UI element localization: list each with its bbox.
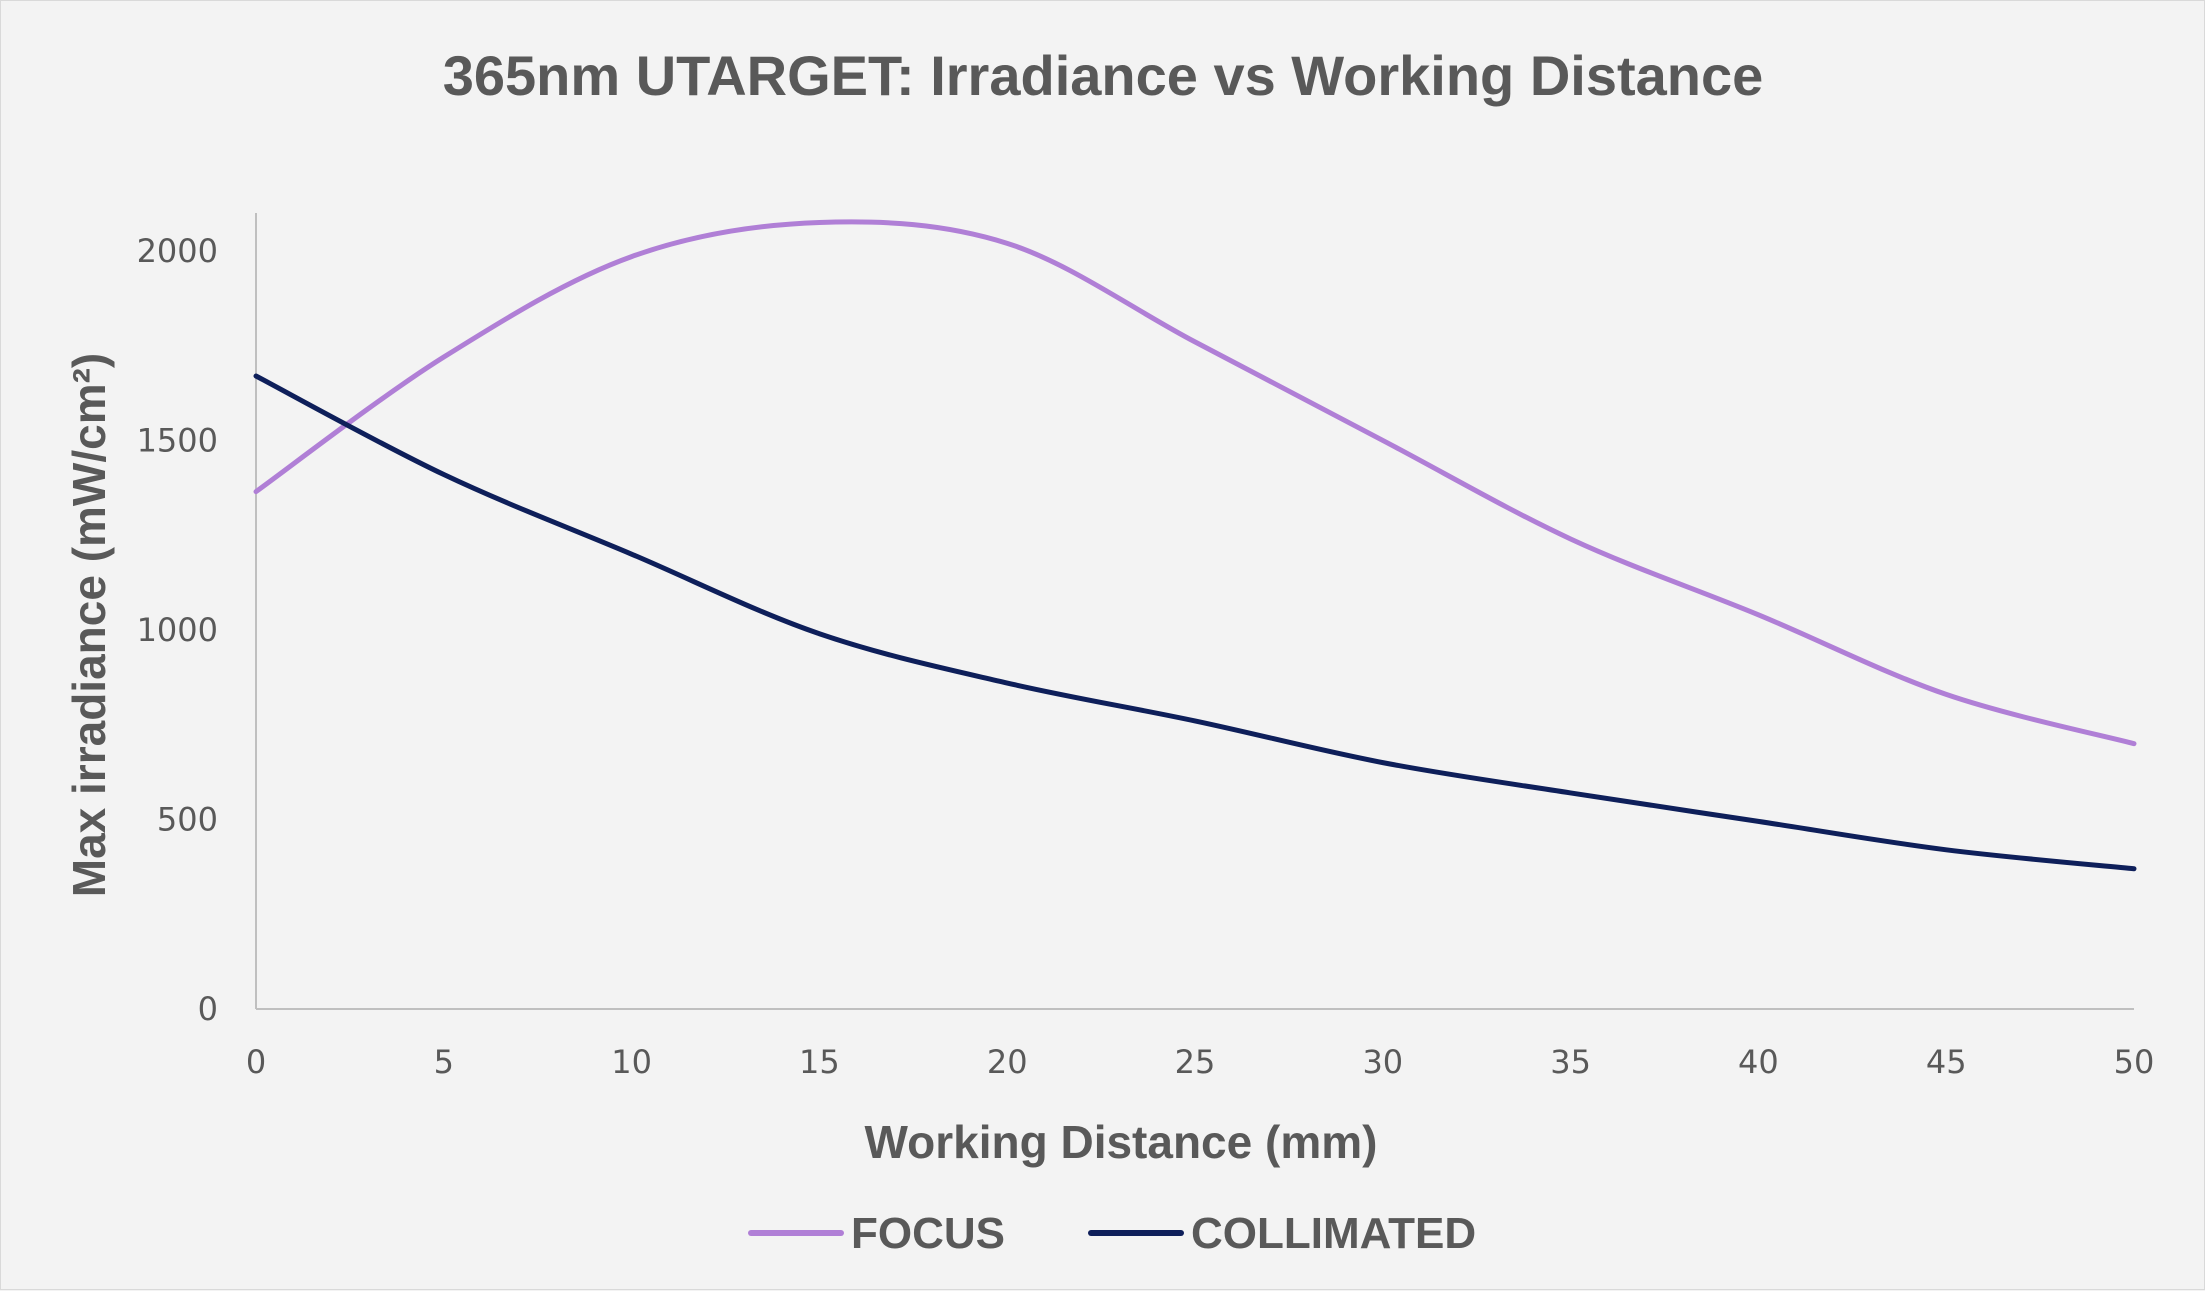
legend-label-collimated: COLLIMATED <box>1191 1209 1476 1258</box>
x-tick-label: 45 <box>1926 1043 1967 1081</box>
x-tick-label: 15 <box>799 1043 840 1081</box>
x-tick-label: 50 <box>2114 1043 2155 1081</box>
x-tick-label: 0 <box>246 1043 266 1081</box>
legend-label-focus: FOCUS <box>851 1209 1005 1258</box>
y-tick-label: 500 <box>157 800 218 838</box>
y-tick-label: 1500 <box>137 421 218 459</box>
x-axis-title: Working Distance (mm) <box>865 1116 1378 1168</box>
legend: FOCUS COLLIMATED <box>748 1209 1476 1258</box>
y-tick-labels: 0 500 1000 1500 2000 <box>137 232 218 1028</box>
series-lines <box>253 219 2137 872</box>
x-tick-label: 30 <box>1362 1043 1403 1081</box>
series-line-focus <box>253 219 2137 747</box>
x-tick-label: 35 <box>1550 1043 1591 1081</box>
x-tick-label: 5 <box>434 1043 454 1081</box>
y-tick-label: 1000 <box>137 611 218 649</box>
series-line-collimated <box>253 373 2137 872</box>
y-tick-label: 0 <box>198 990 218 1028</box>
y-axis-title: Max irradiance (mW/cm²) <box>63 353 115 897</box>
x-tick-labels: 0 5 10 15 20 25 30 35 40 45 50 <box>246 1043 2155 1081</box>
x-tick-label: 40 <box>1738 1043 1779 1081</box>
y-tick-label: 2000 <box>137 232 218 270</box>
x-tick-label: 10 <box>611 1043 652 1081</box>
x-tick-label: 20 <box>987 1043 1028 1081</box>
chart-title: 365nm UTARGET: Irradiance vs Working Dis… <box>443 44 1764 107</box>
plot-area: 0 500 1000 1500 2000 0 5 10 15 20 25 30 35 40 45 50 <box>137 213 2155 1081</box>
x-tick-label: 25 <box>1175 1043 1216 1081</box>
